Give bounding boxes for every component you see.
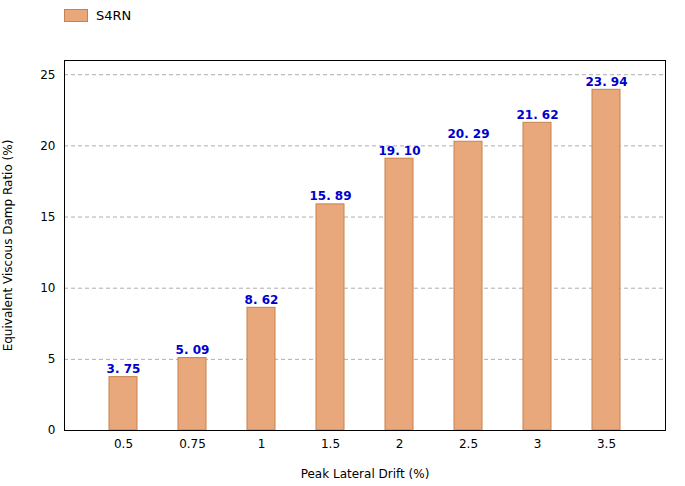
svg-text:20. 29: 20. 29 xyxy=(447,127,489,141)
svg-text:19. 10: 19. 10 xyxy=(378,144,420,158)
html-text:S4RN: S4RN xyxy=(96,7,132,23)
svg-text:Peak Lateral Drift (%): Peak Lateral Drift (%) xyxy=(301,467,430,481)
svg-text:1: 1 xyxy=(258,437,266,451)
svg-text:3. 75: 3. 75 xyxy=(107,362,141,376)
svg-text:10: 10 xyxy=(40,281,55,295)
svg-text:0.75: 0.75 xyxy=(179,437,206,451)
svg-text:3.5: 3.5 xyxy=(597,437,616,451)
svg-text:23. 94: 23. 94 xyxy=(585,75,627,89)
svg-text:2: 2 xyxy=(396,437,404,451)
svg-text:0: 0 xyxy=(48,423,56,437)
svg-text:8. 62: 8. 62 xyxy=(245,293,279,307)
svg-text:15. 89: 15. 89 xyxy=(309,189,351,203)
svg-text:15: 15 xyxy=(40,210,55,224)
svg-text:21. 62: 21. 62 xyxy=(516,108,558,122)
svg-text:20: 20 xyxy=(40,139,55,153)
svg-text:25: 25 xyxy=(40,68,55,82)
svg-text:5. 09: 5. 09 xyxy=(176,343,210,357)
svg-text:3: 3 xyxy=(534,437,542,451)
svg-text:5: 5 xyxy=(48,352,56,366)
svg-text:1.5: 1.5 xyxy=(321,437,340,451)
svg-text:0.5: 0.5 xyxy=(114,437,133,451)
svg-text:Equivalent Viscous Damp Ratio: Equivalent Viscous Damp Ratio (%) xyxy=(1,140,15,352)
svg-text:2.5: 2.5 xyxy=(459,437,478,451)
